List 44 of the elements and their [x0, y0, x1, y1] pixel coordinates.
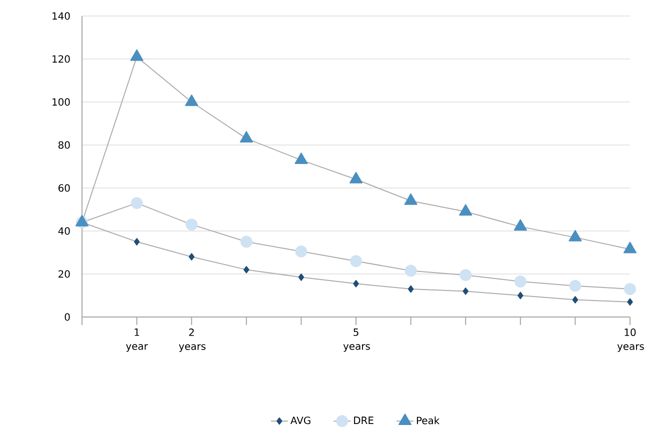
point	[244, 266, 250, 274]
y-tick-label: 0	[64, 313, 70, 321]
y-tick-label: 140	[52, 12, 70, 20]
point	[514, 219, 527, 231]
y-tick-label: 80	[58, 141, 70, 149]
y-tick-label: 60	[58, 184, 70, 192]
x-tick-label: 1 year	[126, 328, 148, 352]
point	[186, 218, 198, 231]
point	[350, 255, 362, 268]
point	[188, 253, 194, 261]
point	[295, 246, 308, 258]
point	[404, 194, 418, 206]
point	[240, 236, 252, 248]
x-tick-label: 5 years	[343, 328, 370, 352]
legend-label: AVG	[290, 416, 310, 424]
point	[460, 269, 472, 282]
y-tick-label: 100	[52, 98, 70, 106]
point	[240, 131, 253, 143]
point	[134, 238, 140, 246]
x-tick-label: 10 years	[617, 328, 644, 352]
point	[298, 274, 304, 282]
point	[349, 172, 363, 184]
point	[294, 152, 308, 164]
point	[130, 197, 143, 210]
point	[569, 280, 582, 292]
y-tick-label: 120	[52, 55, 70, 63]
point	[353, 280, 359, 288]
point	[572, 296, 578, 304]
legend-label: Peak	[416, 416, 440, 424]
point	[408, 286, 414, 293]
point	[459, 204, 472, 216]
point	[624, 283, 636, 296]
point	[462, 288, 468, 296]
point	[130, 50, 144, 62]
point	[568, 230, 582, 242]
point	[627, 298, 633, 306]
x-tick-label: 2 years	[178, 328, 206, 352]
y-tick-label: 20	[58, 270, 70, 278]
y-tick-label: 40	[58, 227, 70, 235]
point	[514, 276, 526, 288]
legend-label: DRE	[354, 416, 374, 424]
point	[404, 264, 417, 277]
point	[185, 94, 198, 106]
point	[518, 292, 524, 300]
